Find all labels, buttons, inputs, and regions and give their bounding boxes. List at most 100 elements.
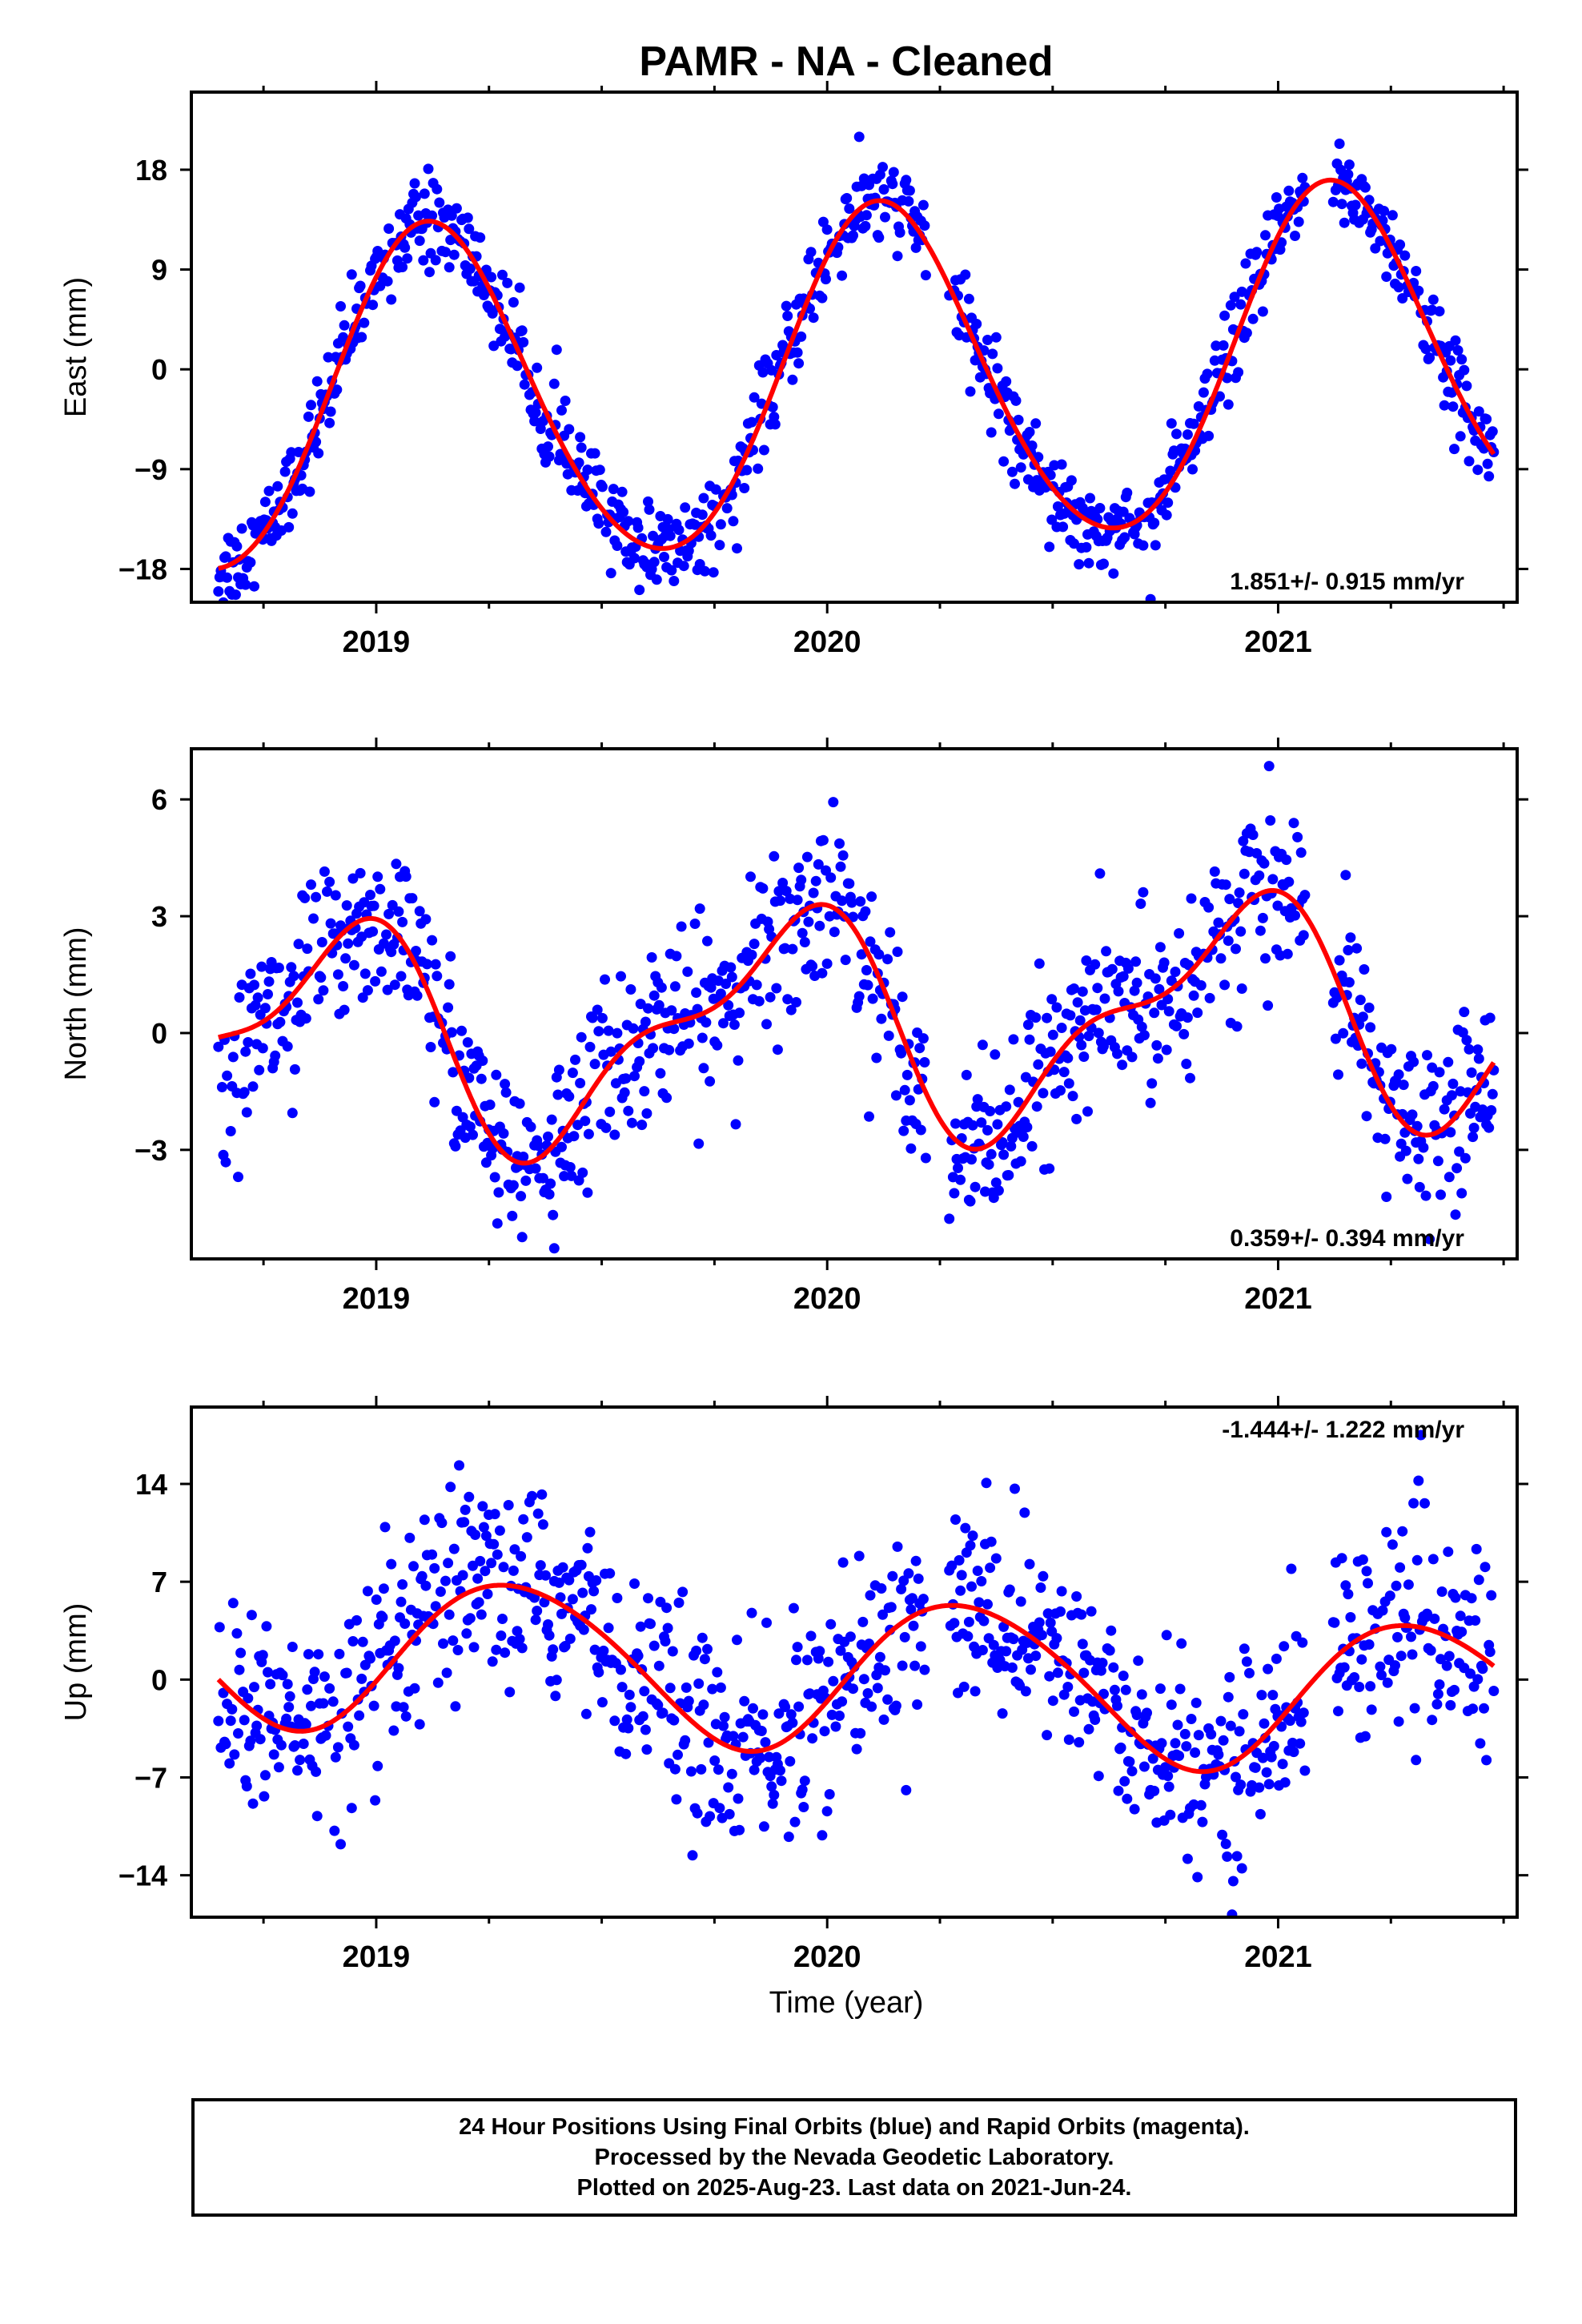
up-data-point (857, 1616, 869, 1627)
up-data-point (450, 1701, 461, 1712)
north-data-point (620, 1073, 632, 1084)
north-data-point (1062, 1052, 1074, 1063)
up-data-point (1450, 1592, 1461, 1603)
east-data-point (462, 212, 473, 223)
up-data-point (482, 1589, 493, 1599)
north-data-point (216, 1082, 227, 1092)
east-data-point (311, 376, 323, 387)
up-data-point (448, 1543, 460, 1554)
north-data-point (1472, 1044, 1484, 1055)
up-data-point (1071, 1591, 1082, 1602)
up-data-point (724, 1808, 735, 1819)
east-data-point (1233, 367, 1244, 378)
up-data-point (1112, 1700, 1122, 1711)
north-data-point (584, 1041, 596, 1052)
up-data-point (593, 1667, 604, 1678)
up-x-tick-label: 2020 (793, 1940, 861, 1974)
up-data-point (1261, 1767, 1272, 1778)
north-data-point (1411, 1120, 1423, 1132)
up-data-point (289, 1740, 300, 1751)
up-data-point (851, 1743, 862, 1755)
up-data-point (673, 1749, 683, 1760)
up-data-point (396, 1596, 407, 1607)
east-data-point (651, 574, 662, 585)
north-data-point (669, 1023, 680, 1035)
north-data-point (1077, 986, 1088, 997)
up-data-point (243, 1693, 254, 1704)
north-data-point (293, 939, 304, 950)
up-data-point (629, 1578, 640, 1589)
up-data-point (535, 1560, 546, 1571)
east-data-point (1375, 235, 1386, 247)
up-data-point (1097, 1658, 1108, 1668)
east-data-point (1187, 464, 1198, 475)
up-data-point (430, 1601, 441, 1612)
up-data-point (400, 1711, 412, 1722)
up-data-point (241, 1781, 252, 1791)
up-data-point (1406, 1631, 1416, 1642)
east-rate-annotation: 1.851+/- 0.915 mm/yr (1230, 569, 1464, 595)
east-data-point (231, 541, 243, 552)
up-data-point (1267, 1690, 1279, 1701)
east-data-point (402, 253, 413, 264)
up-data-point (1299, 1765, 1311, 1776)
north-data-point (1170, 967, 1181, 977)
north-data-point (1386, 1043, 1397, 1055)
north-data-point (1090, 1004, 1102, 1015)
up-data-point (732, 1634, 742, 1646)
east-data-point (444, 262, 455, 273)
east-y-tick-label: 9 (151, 254, 167, 287)
up-data-point (259, 1770, 271, 1781)
east-data-point (1094, 503, 1106, 513)
east-data-point (1413, 285, 1424, 296)
north-data-point (1076, 1039, 1087, 1051)
north-data-point (901, 1069, 913, 1080)
up-data-point (1095, 1665, 1106, 1676)
east-data-point (564, 424, 575, 435)
north-data-point (1260, 953, 1271, 964)
east-data-point (848, 230, 858, 241)
north-data-point (661, 1092, 673, 1104)
north-data-point (915, 1124, 926, 1136)
up-data-point (1434, 1679, 1445, 1690)
east-data-point (644, 504, 655, 515)
up-data-point (497, 1614, 508, 1624)
north-data-point (1361, 1111, 1372, 1122)
up-data-point (899, 1631, 910, 1642)
north-data-point (775, 895, 785, 907)
east-data-point (963, 293, 974, 304)
up-data-point (362, 1586, 373, 1597)
up-data-point (1427, 1715, 1438, 1726)
north-data-point (899, 1084, 910, 1096)
up-data-point (1161, 1630, 1172, 1641)
east-data-point (728, 516, 739, 527)
up-data-point (567, 1594, 578, 1605)
north-data-point (1434, 1067, 1445, 1078)
north-data-point (332, 969, 343, 980)
north-data-point (920, 1152, 931, 1164)
up-data-point (1069, 1706, 1079, 1717)
up-data-point (516, 1550, 527, 1562)
north-data-point (1072, 997, 1083, 1008)
north-data-point (514, 1098, 525, 1109)
north-data-point (1334, 955, 1345, 966)
up-data-point (1375, 1661, 1386, 1672)
east-data-point (1464, 456, 1475, 467)
north-data-point (1407, 1109, 1418, 1120)
up-data-point (878, 1714, 889, 1725)
up-data-point (896, 1583, 907, 1594)
north-data-point (391, 858, 402, 870)
north-data-point (640, 1016, 651, 1027)
north-data-point (977, 1039, 988, 1051)
north-data-point (427, 935, 438, 946)
up-rate-annotation: -1.444+/- 1.222 mm/yr (1222, 1417, 1464, 1443)
east-panel: 2019 2020 2021 −18 −9 0 9 18 East (mm) 1.851+/- 0… (59, 81, 1528, 659)
north-data-point (612, 1027, 623, 1039)
east-data-point (629, 553, 640, 564)
up-data-point (1215, 1715, 1227, 1727)
up-data-point (1392, 1631, 1403, 1642)
north-data-point (1484, 1122, 1495, 1133)
north-data-point (425, 1042, 436, 1052)
east-data-point (213, 586, 224, 597)
north-data-point (791, 997, 801, 1007)
